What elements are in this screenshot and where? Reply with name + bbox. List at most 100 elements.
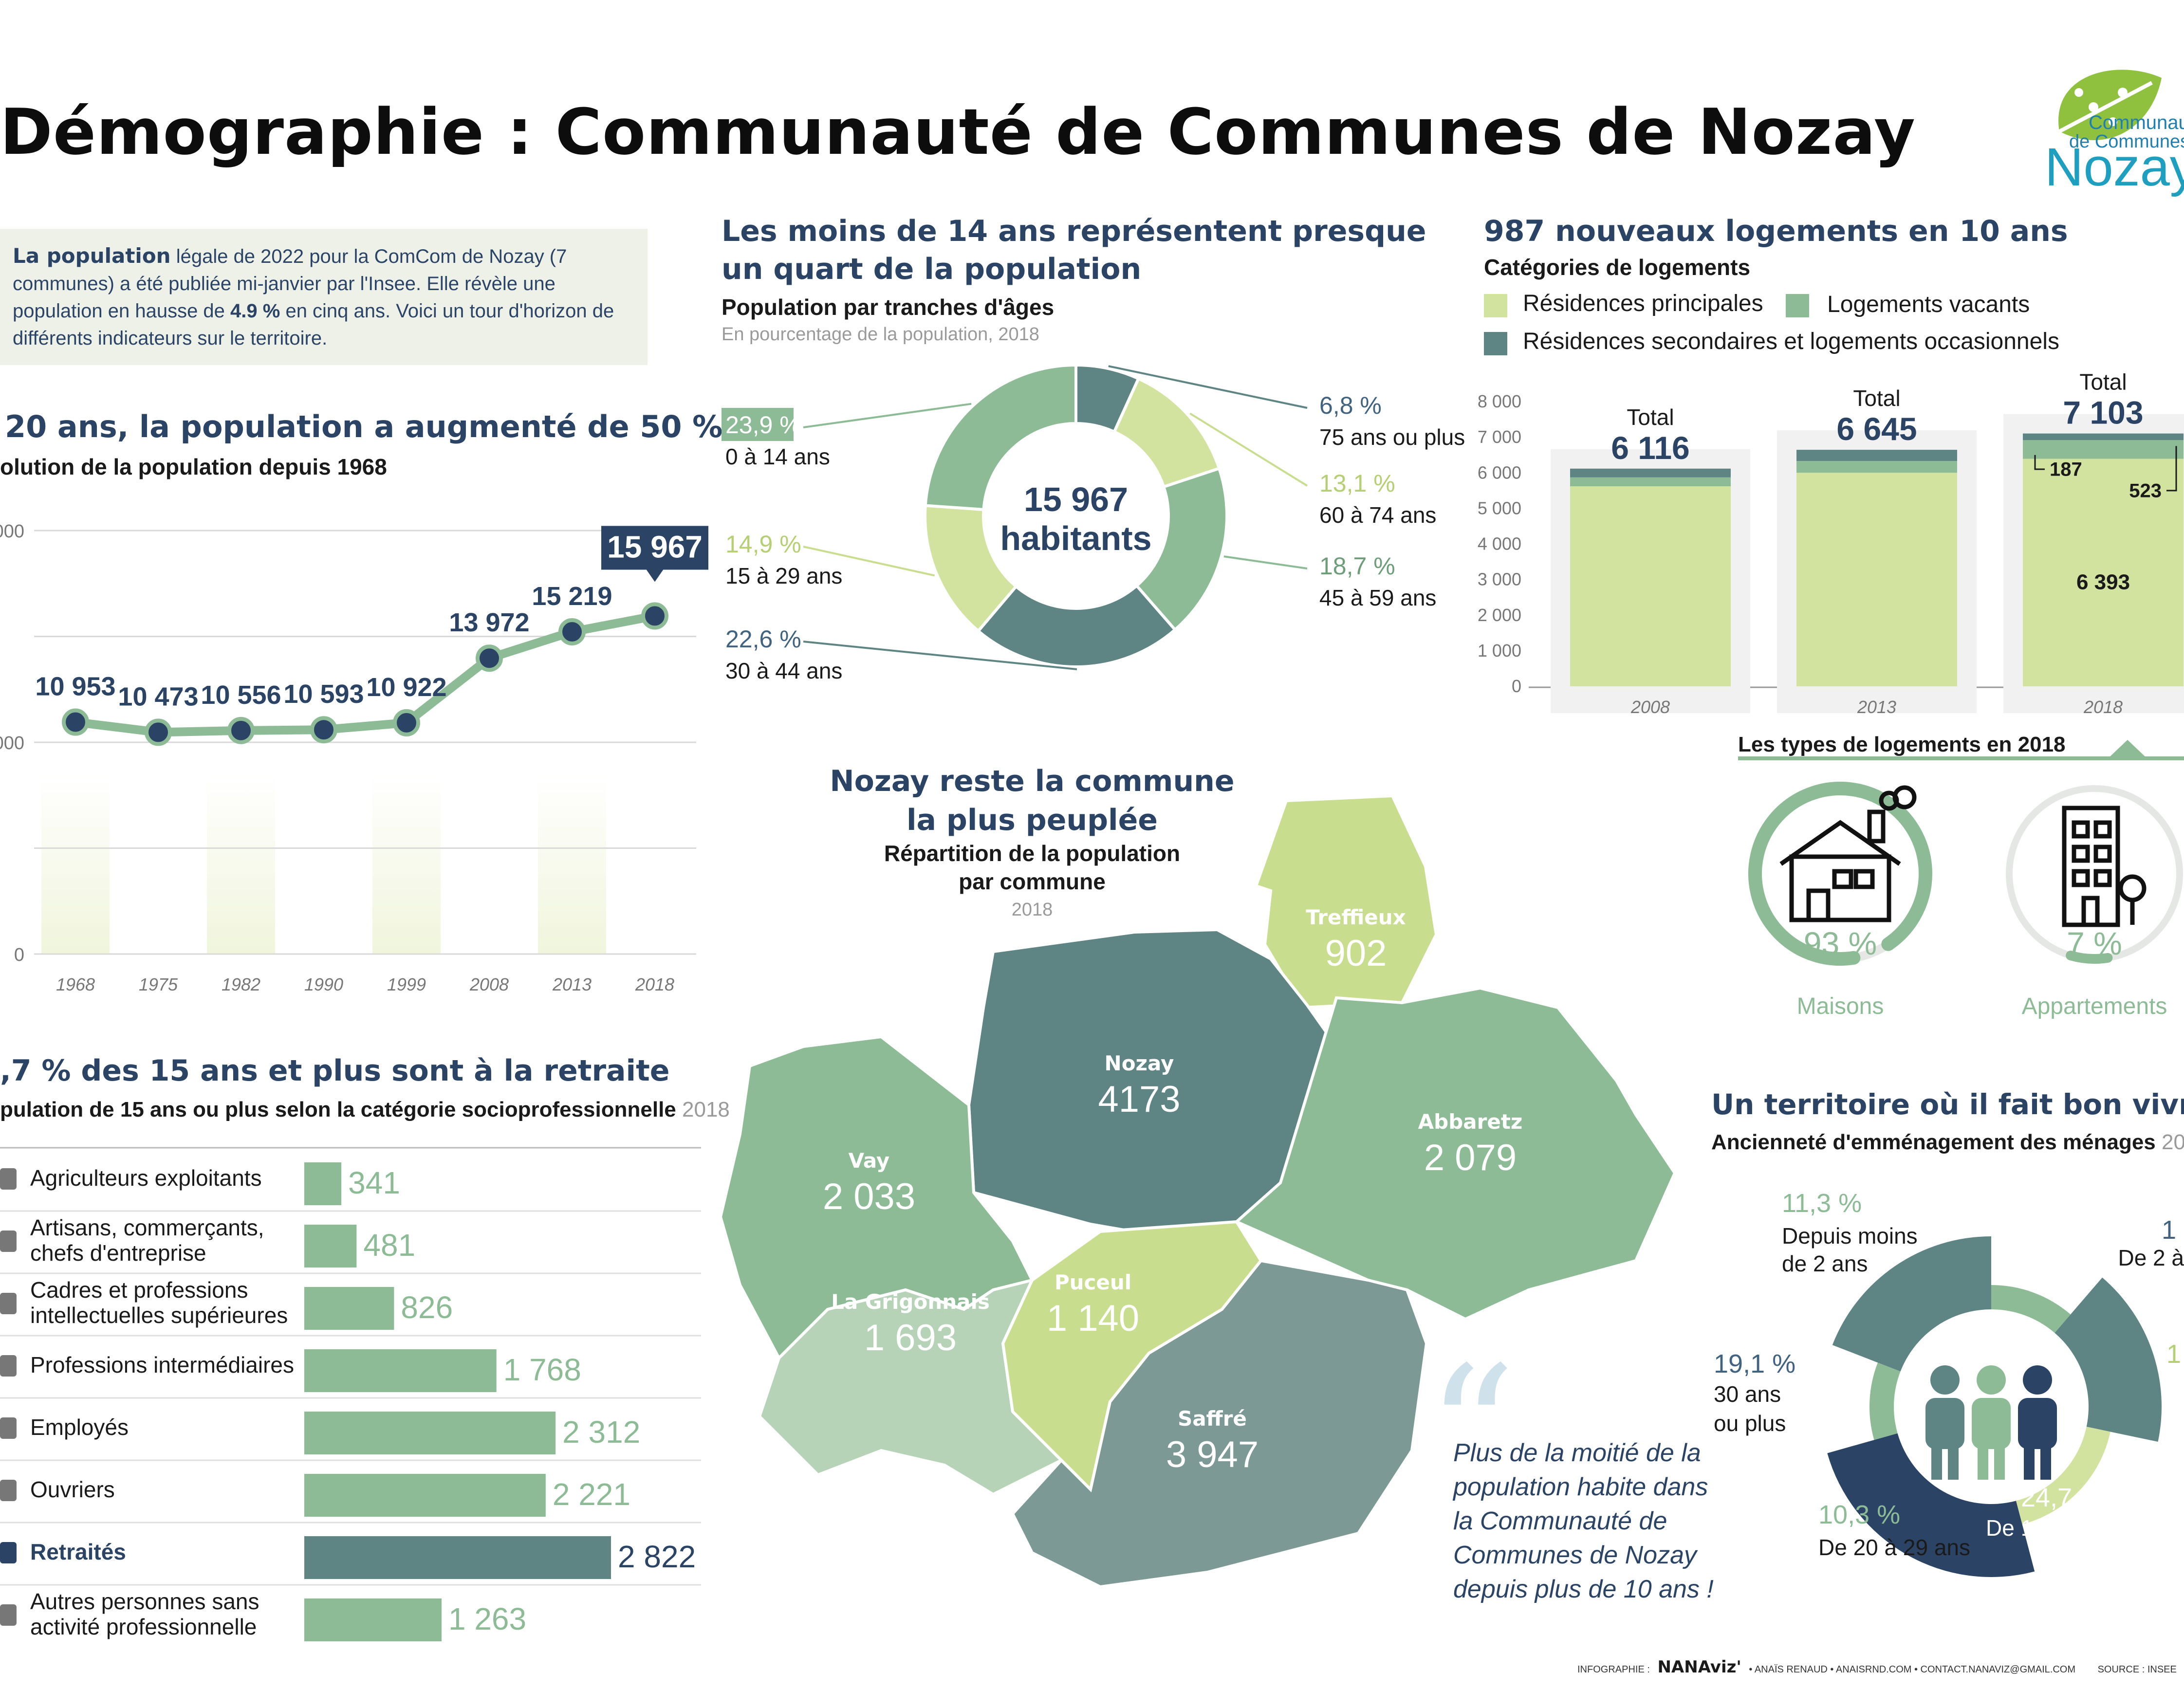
footer-source: SOURCE : INSEE — [2097, 1664, 2177, 1675]
age-leader-3 — [803, 641, 1077, 670]
csp-icon-7 — [0, 1604, 17, 1626]
living-label-5: ou plus — [1714, 1411, 1786, 1436]
x-tick-label: 1990 — [304, 974, 343, 994]
intro-text-2: en cinq ans. Voici un tour d'horizon de … — [13, 300, 614, 349]
band-2013 — [538, 677, 606, 954]
commune-name: Abbaretz — [1418, 1110, 1523, 1134]
living-slice-1 — [2054, 1277, 2162, 1442]
map-title-2: la plus peuplée — [906, 803, 1158, 837]
living-subtitle-row: Ancienneté d'emménagement des ménages 20… — [1711, 1130, 2184, 1155]
living-slice-3 — [1827, 1433, 2035, 1577]
pop-subtitle: olution de la population depuis 1968 — [0, 454, 387, 479]
age-label-4: 15 à 29 ans — [725, 563, 842, 588]
age-leader-2 — [1223, 555, 1308, 569]
annot-vacants: 523 — [2129, 480, 2162, 501]
age-label-1: 60 à 74 ans — [1319, 502, 1436, 528]
data-label-1999: 10 922 — [366, 673, 446, 702]
intro-text-1: légale de 2022 pour la ComCom de Nozay (… — [13, 246, 567, 322]
commune-name: Puceul — [1054, 1270, 1132, 1294]
csp-category-1: Artisans, commerçants, — [30, 1215, 264, 1240]
data-label-2008: 13 972 — [449, 608, 529, 637]
logo: Communauté de Communes de Nozay — [2040, 44, 2184, 197]
y-tick-label: 4 000 — [1478, 534, 1521, 554]
total-value-2013: 6 645 — [1836, 411, 1917, 447]
logo-line2: de Communes de — [2069, 131, 2184, 152]
data-label-1982: 10 556 — [201, 680, 281, 710]
age-pct-3: 22,6 % — [725, 625, 801, 653]
x-tick-label: 2008 — [469, 974, 509, 994]
total-value-2018: 7 103 — [2063, 395, 2143, 431]
quote-mark-icon: “ — [1426, 1329, 1517, 1533]
living-year: 2018 — [2162, 1130, 2184, 1154]
intro-pct: 4.9 % — [230, 300, 280, 322]
csp-category-2: Cadres et professions — [30, 1277, 248, 1303]
age-slice-3 — [976, 584, 1177, 668]
data-point-1999 — [393, 709, 420, 736]
data-point-2013 — [558, 618, 586, 645]
bar-2013-1 — [1796, 461, 1957, 473]
y-tick-label: 0 — [1512, 676, 1521, 696]
csp-value-0: 341 — [348, 1165, 400, 1200]
age-slice-2 — [1134, 466, 1228, 632]
age-leader-1 — [1189, 412, 1308, 487]
data-label-2013: 15 219 — [532, 582, 612, 611]
data-point-1975 — [145, 718, 172, 746]
age-label-0: 75 ans ou plus — [1319, 424, 1465, 450]
bar-2013-0 — [1796, 473, 1957, 686]
x-tick-label: 2018 — [635, 974, 674, 994]
csp-category-5: Ouvriers — [30, 1477, 115, 1502]
total-label: Total — [1627, 404, 1674, 430]
age-leader-0 — [1108, 365, 1308, 409]
age-pct-box — [722, 408, 794, 441]
appart-label: Appartements — [2021, 993, 2167, 1019]
csp-value-7: 1 263 — [448, 1601, 526, 1636]
age-pct-5: 23,9 % — [725, 411, 801, 439]
annot-line-vacants — [2166, 446, 2177, 492]
csp-value-6: 2 822 — [618, 1539, 696, 1574]
person-leg-icon — [1978, 1441, 1988, 1480]
y-tick-label: 2 000 — [1478, 605, 1521, 625]
csp-icon-6 — [0, 1542, 17, 1563]
age-center-value: 15 967 — [1024, 480, 1128, 518]
living-label-1: De 2 à — [2118, 1245, 2184, 1270]
commune-name: Saffré — [1178, 1407, 1247, 1431]
y-tick-label: 0 — [14, 945, 24, 965]
intro-strong: La population — [13, 244, 171, 268]
person-body-icon — [1972, 1398, 2011, 1449]
retraite-year: 2018 — [682, 1098, 730, 1121]
living-label-3: De 10 à 19 ans — [1986, 1515, 2138, 1541]
age-leader-5 — [803, 403, 972, 428]
pop-title: 20 ans, la population a augmenté de 50 %… — [5, 409, 747, 444]
data-point-2018 — [641, 602, 668, 630]
commune-value: 2 079 — [1424, 1137, 1517, 1178]
x-tick-label: 1968 — [56, 974, 95, 994]
page-title: Démographie : Communauté de Communes de … — [0, 95, 1916, 169]
intro-box: La population légale de 2022 pour la Com… — [0, 229, 648, 365]
bar-2018-2 — [2023, 433, 2184, 441]
csp-icon-3 — [0, 1355, 17, 1377]
maisons-label: Maisons — [1796, 993, 1884, 1019]
commune-name: La Grigonnais — [831, 1290, 990, 1314]
csp-bar-2 — [304, 1287, 394, 1330]
person-leg-icon — [2040, 1441, 2051, 1480]
footer-brand: NANAviz' — [1657, 1657, 1741, 1677]
total-value-2008: 6 116 — [1611, 430, 1690, 466]
total-label: Total — [1853, 386, 1900, 411]
csp-icon-0 — [0, 1168, 17, 1190]
logo-line1: Communauté — [2089, 112, 2184, 133]
living-pct-2: 1 — [2166, 1340, 2181, 1369]
csp-category-1: chefs d'entreprise — [30, 1240, 206, 1266]
y-tick-label: 8 000 — [1478, 391, 1521, 411]
age-label-2: 45 à 59 ans — [1319, 585, 1436, 610]
person-head-icon — [1977, 1365, 2006, 1395]
population-line — [74, 611, 656, 737]
commune-value: 902 — [1325, 933, 1387, 974]
living-pct-1: 1 — [2162, 1215, 2176, 1245]
csp-category-6: Retraités — [30, 1539, 126, 1564]
living-label-4: De 20 à 29 ans — [1818, 1535, 1970, 1560]
person-body-icon — [1925, 1398, 1964, 1449]
csp-category-3: Professions intermédiaires — [30, 1352, 294, 1377]
y-tick-label: 000 — [0, 733, 24, 753]
